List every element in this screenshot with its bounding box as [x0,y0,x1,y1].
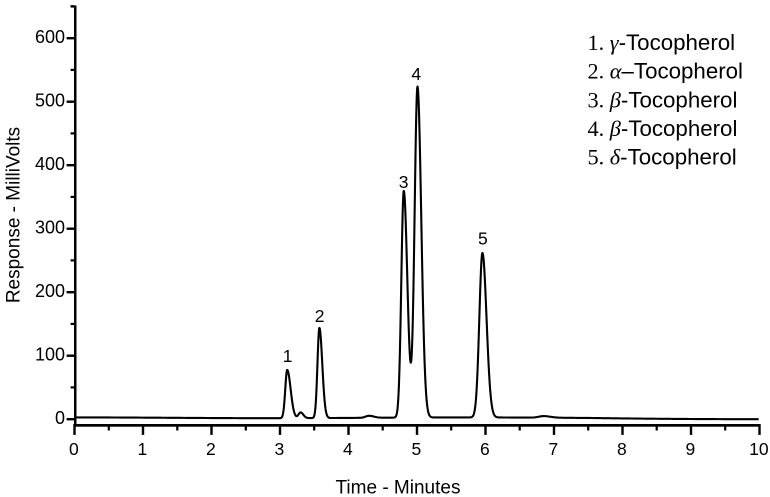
svg-text:9: 9 [686,439,696,459]
svg-text:500: 500 [35,91,65,111]
svg-text:600: 600 [35,27,65,47]
svg-text:2. α–Tocopherol: 2. α–Tocopherol [588,59,744,84]
svg-text:5: 5 [412,439,422,459]
svg-text:1. γ-Tocopherol: 1. γ-Tocopherol [588,30,736,55]
svg-text:3. β-Tocopherol: 3. β-Tocopherol [588,87,738,112]
svg-text:100: 100 [35,345,65,365]
svg-text:7: 7 [549,439,559,459]
svg-text:4: 4 [343,439,353,459]
svg-text:5: 5 [478,228,488,248]
svg-text:6: 6 [480,439,490,459]
svg-text:200: 200 [35,281,65,301]
svg-text:0: 0 [69,439,79,459]
svg-text:10: 10 [749,439,769,459]
svg-text:Response - MilliVolts: Response - MilliVolts [4,127,25,303]
svg-text:4: 4 [411,64,421,84]
svg-text:2: 2 [206,439,216,459]
svg-text:1: 1 [283,346,293,366]
svg-text:8: 8 [617,439,627,459]
svg-text:3: 3 [399,172,409,192]
svg-text:0: 0 [55,408,65,428]
svg-text:2: 2 [315,306,325,326]
svg-text:4. β-Tocopherol: 4. β-Tocopherol [588,116,738,141]
svg-text:1: 1 [138,439,148,459]
svg-text:Time - Minutes: Time - Minutes [336,478,461,497]
svg-text:3: 3 [275,439,285,459]
svg-text:300: 300 [35,218,65,238]
svg-text:5. δ-Tocopherol: 5. δ-Tocopherol [588,145,737,170]
svg-text:400: 400 [35,154,65,174]
